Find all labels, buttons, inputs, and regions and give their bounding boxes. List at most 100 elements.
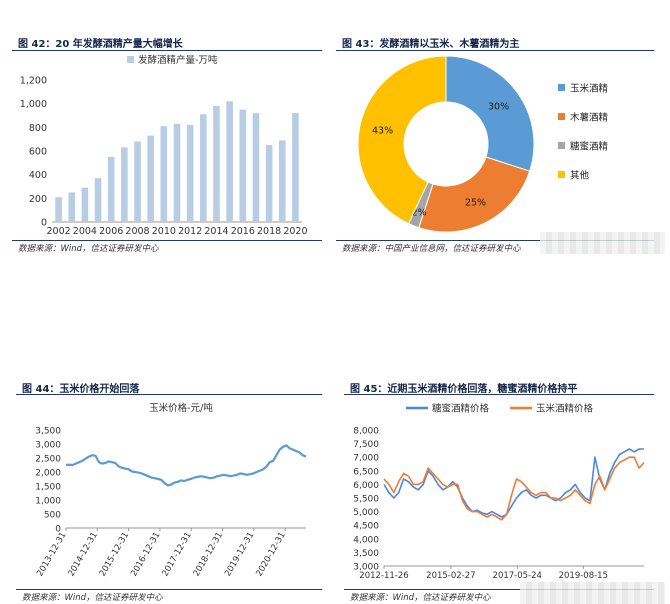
figure-42-source: 数据来源：Wind，信达证券研发中心 xyxy=(18,244,159,254)
y-tick-label: 0 xyxy=(55,525,61,535)
y-tick-label: 1,500 xyxy=(35,483,61,493)
y-tick-label: 4,000 xyxy=(353,535,379,545)
y-tick-label: 3,000 xyxy=(35,441,61,451)
x-tick-label: 2020-12-31 xyxy=(254,531,287,579)
legend-label: 玉米酒精价格 xyxy=(536,403,594,415)
legend-swatch xyxy=(127,56,134,63)
legend-swatch xyxy=(558,142,565,149)
bar xyxy=(278,140,286,222)
figure-43-bottom-rule xyxy=(336,240,654,241)
figure-45-title: 图 45：近期玉米酒精价格回落，糖蜜酒精价格持平 xyxy=(350,384,578,395)
figure-44-title: 图 44：玉米价格开始回落 xyxy=(22,384,140,395)
y-tick-label: 2,500 xyxy=(35,455,61,465)
x-tick-label: 2002 xyxy=(46,226,70,237)
slice-label: 43% xyxy=(372,125,393,136)
y-tick-label: 8,000 xyxy=(353,427,379,437)
y-tick-label: 200 xyxy=(29,194,47,205)
legend-label: 糖蜜酒精价格 xyxy=(432,403,490,415)
bar xyxy=(147,135,154,222)
y-tick-label: 4,500 xyxy=(353,522,379,532)
slice-label: 2% xyxy=(412,207,427,218)
figure-44-chart: 0 500 1,000 1,500 2,000 2,500 3,000 3,500 2013-1… xyxy=(35,402,307,579)
blurred-watermark xyxy=(540,232,665,254)
figure-45-chart: 3,000 3,500 4,000 4,500 5,000 5,500 6,000 6,500… xyxy=(353,403,645,581)
x-tick-label: 2008 xyxy=(125,226,149,237)
figure-44-source: 数据来源：Wind，信达证券研发中心 xyxy=(22,593,163,603)
slice-label: 30% xyxy=(488,101,509,112)
bar xyxy=(68,192,76,222)
x-tick-label: 2017-12-31 xyxy=(160,531,193,579)
y-tick-label: 1,000 xyxy=(20,99,47,110)
x-tick-label: 2016-12-31 xyxy=(129,531,162,579)
y-tick-label: 1,200 xyxy=(20,76,47,87)
bar xyxy=(226,101,233,222)
y-tick-label: 2,000 xyxy=(35,469,61,479)
x-tick-label: 2019-12-31 xyxy=(223,531,256,579)
bar xyxy=(107,156,115,222)
x-tick-label: 2006 xyxy=(99,226,123,237)
x-tick-label: 2004 xyxy=(73,226,97,237)
bar xyxy=(213,106,220,222)
y-tick-label: 6,500 xyxy=(353,467,379,477)
bar xyxy=(160,126,168,222)
y-tick-label: 1,000 xyxy=(35,497,61,507)
y-tick-label: 3,000 xyxy=(353,563,379,573)
y-tick-label: 600 xyxy=(29,147,47,158)
legend-label: 玉米价格-元/吨 xyxy=(149,402,213,414)
figure-42-title-rule xyxy=(12,50,322,51)
slice-label: 25% xyxy=(465,197,486,208)
x-tick-label: 2012-11-26 xyxy=(359,571,408,581)
x-tick-label: 2015-12-31 xyxy=(98,531,131,579)
bar xyxy=(186,124,194,222)
y-tick-label: 3,500 xyxy=(35,427,61,437)
donut-slice xyxy=(418,156,531,233)
bar xyxy=(134,141,141,222)
figure-45-source: 数据来源：Wind，信达证券研发中心 xyxy=(350,593,491,603)
figure-45-title-rule xyxy=(344,394,654,395)
bar xyxy=(94,178,102,222)
y-tick-label: 5,000 xyxy=(353,508,379,518)
series-line xyxy=(383,456,645,521)
x-tick-label: 2016 xyxy=(231,226,255,237)
legend-label: 发酵酒精产量-万吨 xyxy=(138,54,218,66)
y-tick-label: 7,500 xyxy=(353,440,379,450)
blurred-watermark xyxy=(520,582,665,604)
x-tick-label: 2020 xyxy=(283,226,307,237)
x-tick-label: 2014-12-31 xyxy=(67,531,100,579)
figure-44-bottom-rule xyxy=(16,589,322,590)
y-tick-label: 5,500 xyxy=(353,495,379,505)
legend-label: 木薯酒精 xyxy=(570,112,609,124)
y-tick-label: 7,000 xyxy=(353,454,379,464)
figure-43-title-rule xyxy=(336,50,654,51)
series-line xyxy=(383,448,644,518)
figure-42-title: 图 42：20 年发酵酒精产量大幅增长 xyxy=(18,39,183,50)
bar xyxy=(292,113,299,222)
y-tick-label: 800 xyxy=(29,123,47,134)
legend-swatch xyxy=(558,113,565,120)
y-tick-label: 400 xyxy=(29,170,47,181)
bar xyxy=(173,123,181,222)
x-tick-label: 2014 xyxy=(204,226,228,237)
legend-label: 糖蜜酒精 xyxy=(570,141,609,153)
figure-45-bottom-rule xyxy=(344,589,654,590)
donut-slice xyxy=(445,55,535,172)
x-tick-label: 2017-05-24 xyxy=(493,571,542,581)
x-tick-label: 2019-08-15 xyxy=(559,571,608,581)
x-tick-label: 2018-12-31 xyxy=(192,531,225,579)
series-line xyxy=(65,444,307,487)
legend-swatch xyxy=(558,84,565,91)
x-tick-label: 2013-12-31 xyxy=(35,531,68,579)
bar xyxy=(252,113,260,222)
bar xyxy=(265,145,273,222)
figure-43-title: 图 43：发酵酒精以玉米、木薯酒精为主 xyxy=(342,39,520,50)
bar xyxy=(55,197,62,222)
legend-label: 玉米酒精 xyxy=(570,83,609,95)
bar xyxy=(121,147,128,222)
figure-43-source: 数据来源：中国产业信息网，信达证券研发中心 xyxy=(342,244,521,254)
legend-label: 其他 xyxy=(570,170,590,182)
legend-swatch xyxy=(558,171,565,178)
figure-42-bottom-rule xyxy=(12,240,322,241)
figure-44-title-rule xyxy=(16,394,322,395)
bar xyxy=(200,114,207,222)
